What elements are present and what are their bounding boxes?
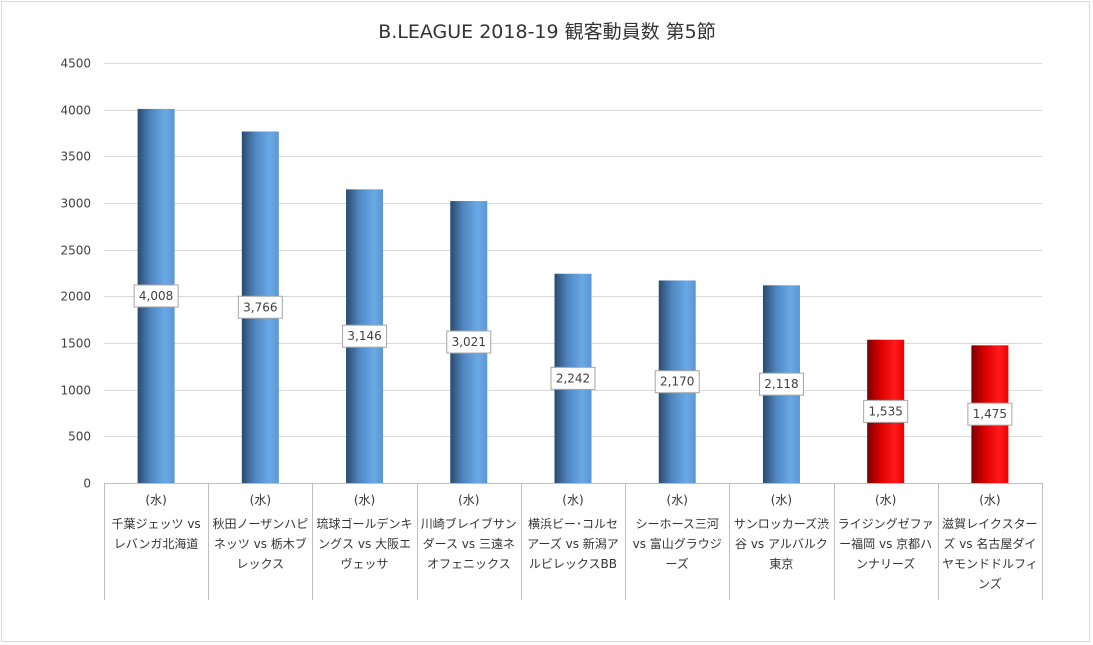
data-label-text: 4,008 — [139, 289, 173, 303]
category-name: 滋賀レイクスターズ vs 名古屋ダイヤモンドドルフィンズ — [941, 517, 1038, 591]
category-label: (水) ライジングゼファー福岡 vs 京都ハンナリーズ — [834, 490, 938, 574]
data-label: 1,475 — [967, 402, 1013, 426]
category-day: (水) — [353, 493, 376, 507]
chart-title: B.LEAGUE 2018-19 観客動員数 第5節 — [378, 21, 716, 43]
data-label-text: 2,242 — [556, 371, 590, 385]
y-tick-label: 2000 — [60, 290, 91, 304]
category-label: (水) 滋賀レイクスターズ vs 名古屋ダイヤモンドドルフィンズ — [938, 490, 1042, 594]
data-label-text: 3,021 — [452, 335, 486, 349]
data-label: 3,021 — [446, 330, 492, 354]
category-day: (水) — [666, 493, 688, 507]
y-tick-label: 4500 — [60, 57, 91, 71]
category-label: (水) シーホース三河 vs 富山グラウジーズ — [625, 490, 729, 574]
category-name: 千葉ジェッツ vs レバンガ北海道 — [111, 517, 201, 551]
data-label-box — [133, 284, 179, 308]
y-tick-label: 0 — [83, 477, 91, 491]
category-label: (水) 千葉ジェッツ vs レバンガ北海道 — [104, 490, 208, 554]
data-label: 3,766 — [237, 295, 283, 319]
data-label-text: 2,170 — [660, 375, 694, 389]
category-name: 川崎ブレイブサンダース vs 三遠ネオフェニックス — [420, 517, 517, 571]
category-label: (水) 琉球ゴールデンキングス vs 大阪エヴェッサ — [312, 490, 416, 574]
data-label: 4,008 — [133, 284, 179, 308]
y-tick-label: 4000 — [60, 104, 91, 118]
category-name: サンロッカーズ渋谷 vs アルバルク東京 — [733, 517, 830, 571]
data-label-box — [654, 370, 700, 394]
data-label-text: 3,146 — [347, 329, 381, 343]
category-day: (水) — [562, 493, 584, 507]
data-label-box — [237, 295, 283, 319]
category-name: シーホース三河 vs 富山グラウジーズ — [632, 517, 722, 571]
data-label-box — [758, 372, 804, 396]
category-day: (水) — [458, 493, 480, 507]
category-label: (水) サンロッカーズ渋谷 vs アルバルク東京 — [729, 490, 833, 574]
category-day: (水) — [874, 493, 897, 507]
category-day: (水) — [770, 493, 793, 507]
category-day: (水) — [145, 493, 167, 507]
y-tick-label: 3500 — [60, 150, 91, 164]
data-label-text: 1,535 — [868, 404, 902, 418]
category-name: 横浜ビー･コルセアーズ vs 新潟アルビレックスBB — [527, 517, 619, 571]
category-label: (水) 川崎ブレイブサンダース vs 三遠ネオフェニックス — [417, 490, 521, 574]
data-label-text: 3,766 — [243, 300, 277, 314]
y-tick-label: 1500 — [60, 337, 91, 351]
y-tick-label: 2500 — [60, 244, 91, 258]
category-day: (水) — [249, 493, 272, 507]
data-label-box — [342, 324, 388, 348]
category-name: 秋田ノーザンハピネッツ vs 栃木ブレックス — [212, 517, 309, 571]
data-label-box — [446, 330, 492, 354]
data-label-text: 1,475 — [973, 407, 1007, 421]
data-label-box — [863, 399, 909, 423]
category-day: (水) — [979, 493, 1001, 507]
data-label: 2,242 — [550, 366, 596, 390]
data-label: 2,118 — [758, 372, 804, 396]
y-tick-label: 1000 — [60, 384, 91, 398]
category-name: ライジングゼファー福岡 vs 京都ハンナリーズ — [837, 517, 934, 571]
data-label: 2,170 — [654, 370, 700, 394]
category-name: 琉球ゴールデンキングス vs 大阪エヴェッサ — [316, 517, 413, 571]
data-label-box — [967, 402, 1013, 426]
data-label-box — [550, 366, 596, 390]
data-label: 1,535 — [863, 399, 909, 423]
y-tick-label: 3000 — [60, 197, 91, 211]
category-label: (水) 横浜ビー･コルセアーズ vs 新潟アルビレックスBB — [521, 490, 625, 574]
data-label: 3,146 — [342, 324, 388, 348]
y-tick-label: 500 — [68, 430, 91, 444]
data-label-text: 2,118 — [764, 377, 798, 391]
category-label: (水) 秋田ノーザンハピネッツ vs 栃木ブレックス — [208, 490, 312, 574]
